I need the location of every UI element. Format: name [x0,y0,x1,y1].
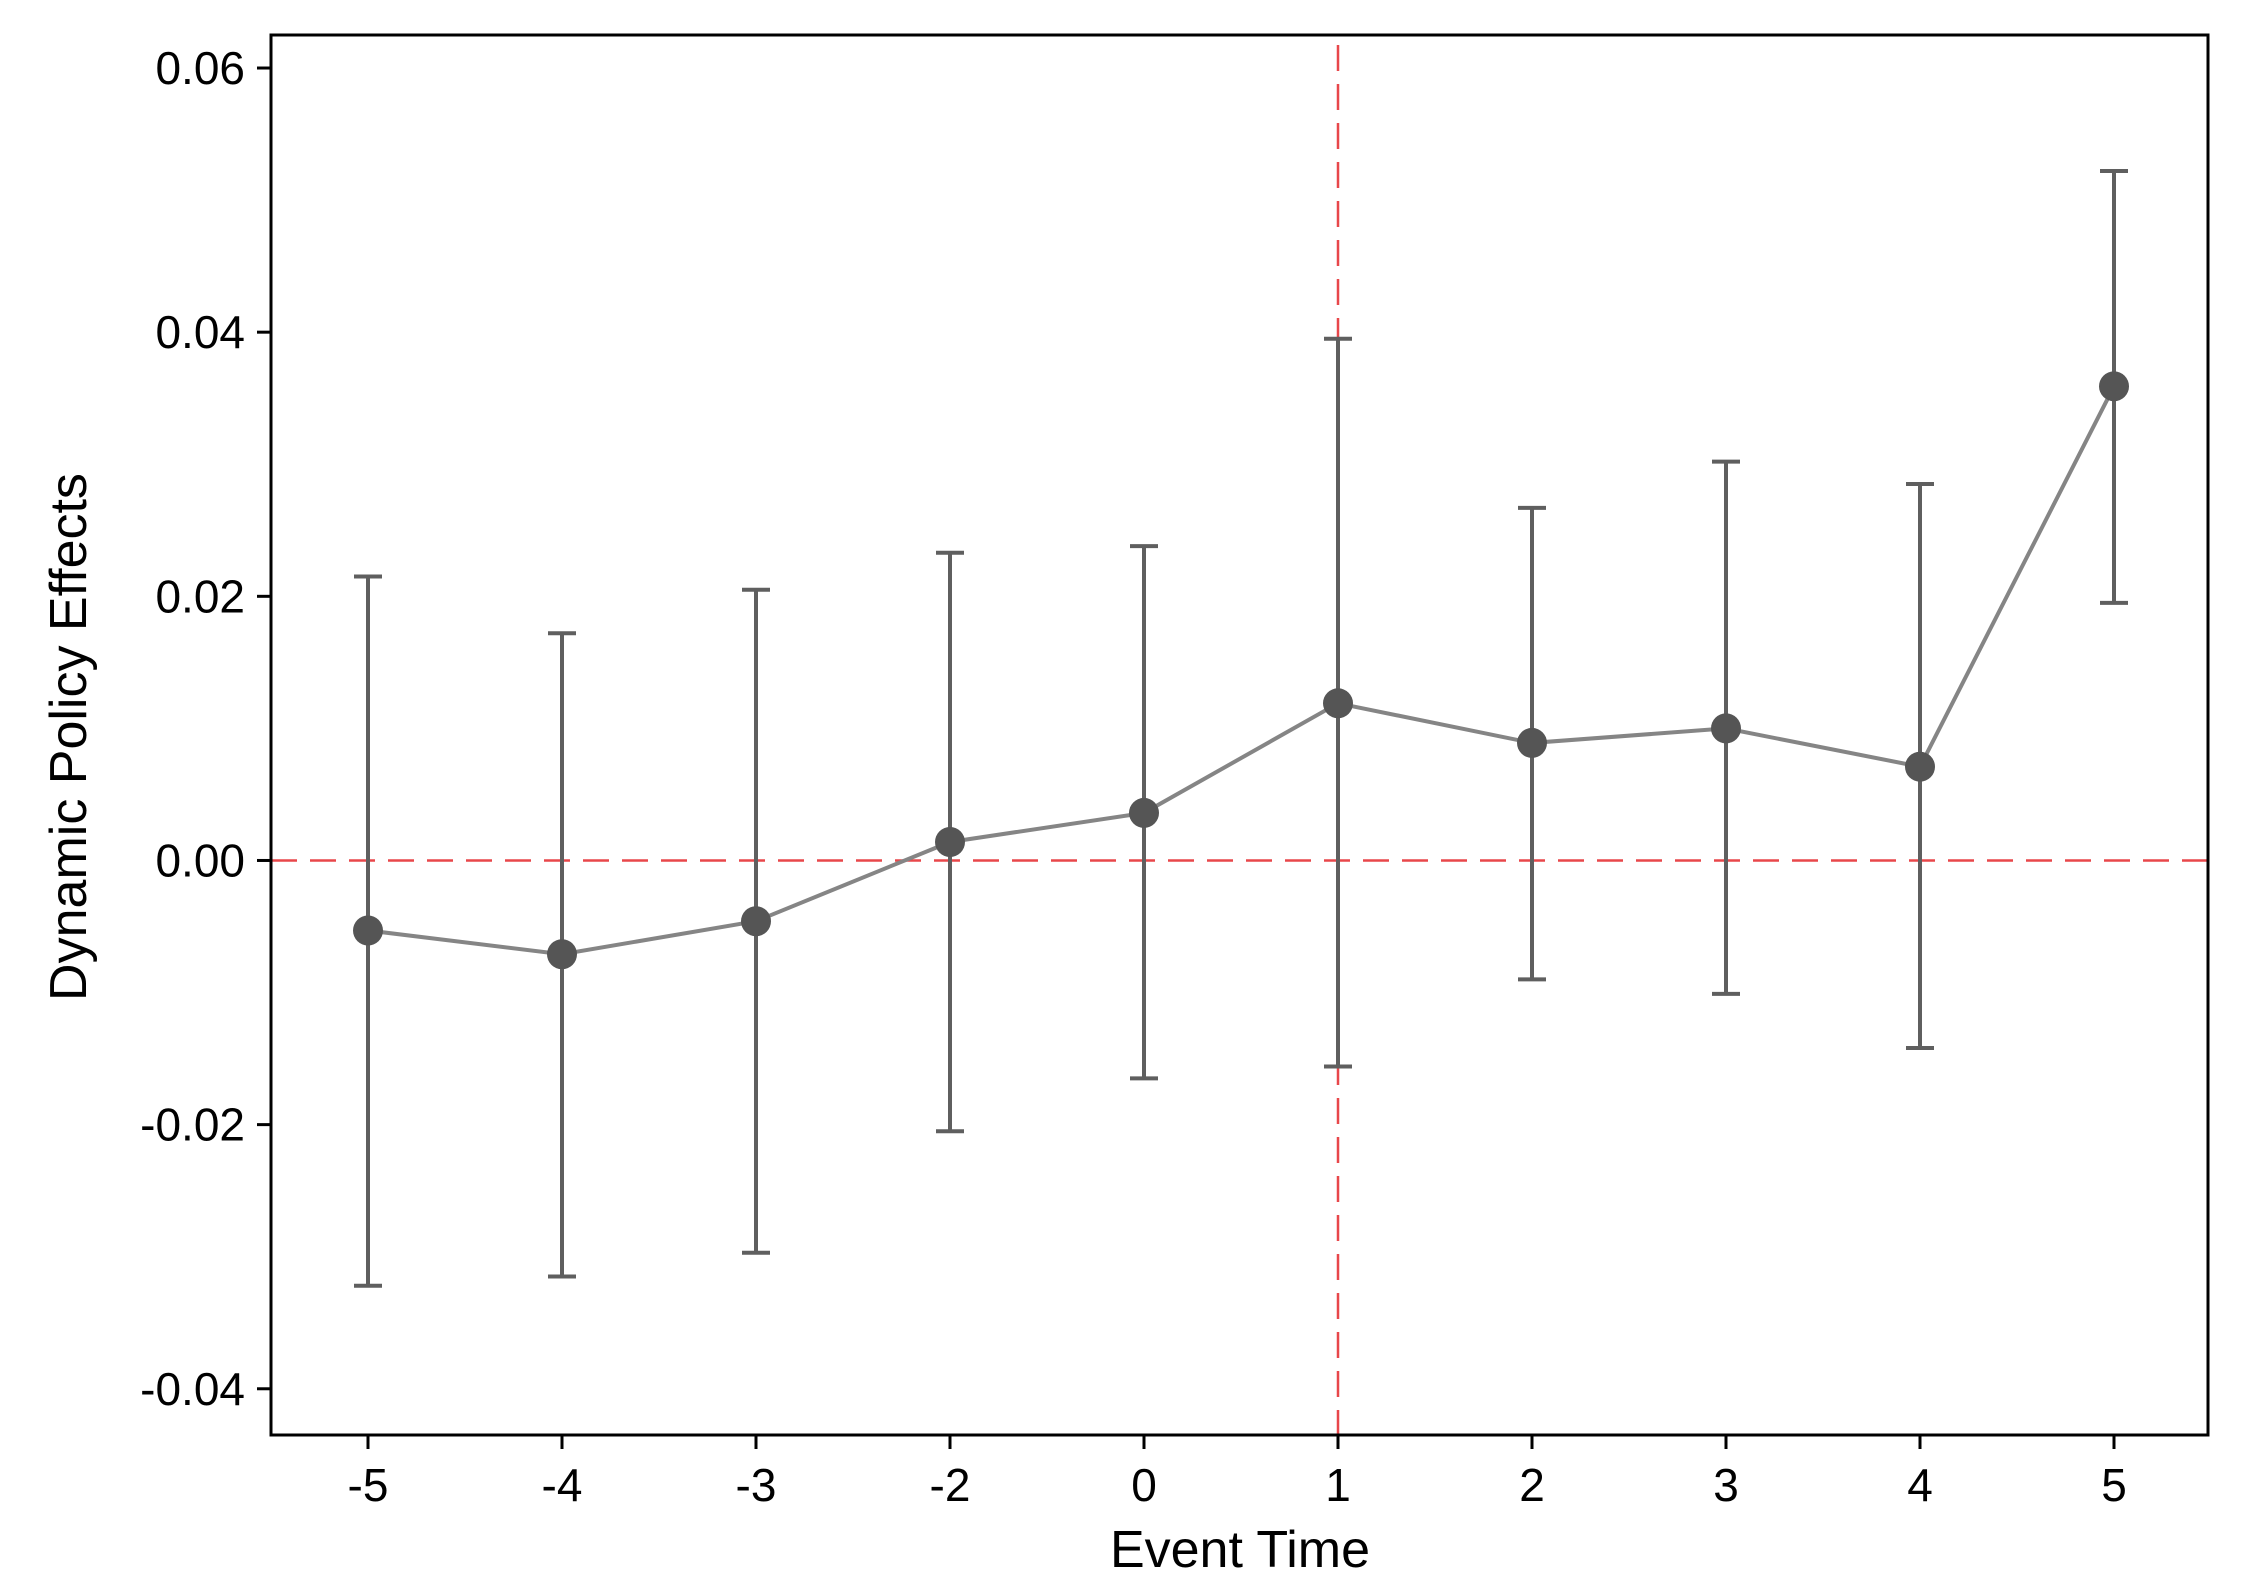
x-tick-label: 2 [1519,1459,1545,1511]
x-tick-label: 5 [2101,1459,2127,1511]
series-line [367,385,2116,957]
x-tick-label: -4 [542,1459,583,1511]
y-tick-label: 0.06 [155,42,245,94]
data-points [353,371,2129,970]
y-axis-title: Dynamic Policy Effects [40,473,98,1001]
data-point [1323,688,1353,719]
data-point [935,826,965,857]
y-tick-label: 0.02 [155,570,245,622]
data-point [1711,713,1741,744]
x-tick-label: 1 [1325,1459,1351,1511]
y-tick-label: -0.02 [140,1099,245,1151]
data-point [353,915,383,946]
y-axis-ticks: -0.04 -0.02 0.00 0.02 0.04 0.06 [140,42,271,1415]
axes [269,33,2210,1437]
x-axis-title: Event Time [1110,1521,1370,1579]
x-tick-label: -3 [736,1459,777,1511]
data-point [1905,751,1935,782]
x-tick-label: -2 [930,1459,971,1511]
y-tick-label: 0.04 [155,306,245,358]
x-tick-label: 3 [1713,1459,1739,1511]
y-tick-label: 0.00 [155,834,245,886]
plot-frame [269,33,2210,1437]
x-tick-label: 4 [1907,1459,1933,1511]
data-point [1129,797,1159,828]
y-tick-label: -0.04 [140,1363,245,1415]
series-line-group [367,385,2116,957]
data-point [1517,727,1547,758]
x-tick-label: -5 [348,1459,389,1511]
x-tick-label: 0 [1131,1459,1157,1511]
reference-lines [271,45,2208,1435]
x-axis-ticks: -5 -4 -3 -2 0 1 2 3 4 5 [348,1435,2127,1511]
data-point [547,939,577,970]
data-point [741,906,771,937]
data-point [2099,371,2129,402]
